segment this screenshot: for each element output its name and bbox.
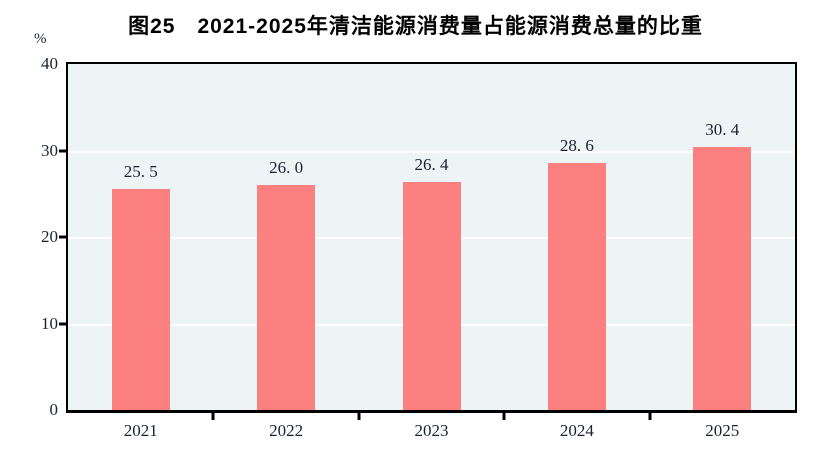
bar-2021 <box>111 189 170 410</box>
x-tick-label-2024: 2024 <box>559 421 594 440</box>
y-tick-mark-20 <box>59 235 66 239</box>
x-tick-label-2022: 2022 <box>269 421 304 440</box>
bar-2022 <box>257 185 316 410</box>
gridline-30 <box>68 150 795 153</box>
y-tick-mark-30 <box>59 149 66 152</box>
bar-value-2025: 30. 4 <box>705 120 740 140</box>
y-axis-unit-label: % <box>34 31 47 47</box>
bar-2023 <box>402 181 461 410</box>
y-tick-label-10: 10 <box>41 313 58 333</box>
plot-area: 25. 5 26. 0 26. 4 28. 6 30. 4 <box>66 62 797 413</box>
y-tick-mark-10 <box>59 322 66 325</box>
chart-title-prefix: 图25 <box>128 15 176 38</box>
x-tick-mark-3 <box>502 413 506 420</box>
y-tick-label-40: 40 <box>41 54 58 73</box>
bar-2025 <box>693 147 752 410</box>
x-tick-mark-4 <box>648 413 652 420</box>
chart-title: 图25 2021-2025年清洁能源消费量占能源消费总量的比重 <box>0 10 831 40</box>
x-tick-label-2025: 2025 <box>705 421 740 440</box>
y-tick-label-0: 0 <box>49 400 59 419</box>
bar-2024 <box>547 162 606 410</box>
bar-value-2022: 26. 0 <box>269 158 304 178</box>
x-tick-mark-1 <box>211 413 215 420</box>
bar-value-2024: 28. 6 <box>559 135 594 155</box>
bar-value-2021: 25. 5 <box>123 162 158 182</box>
x-tick-mark-2 <box>357 413 361 420</box>
x-tick-label-2023: 2023 <box>414 421 449 440</box>
x-tick-label-2021: 2021 <box>123 421 158 440</box>
bar-value-2023: 26. 4 <box>414 154 449 174</box>
y-tick-label-20: 20 <box>41 227 58 246</box>
chart-title-text: 2021-2025年清洁能源消费量占能源消费总量的比重 <box>197 15 703 38</box>
y-tick-label-30: 30 <box>41 140 58 160</box>
